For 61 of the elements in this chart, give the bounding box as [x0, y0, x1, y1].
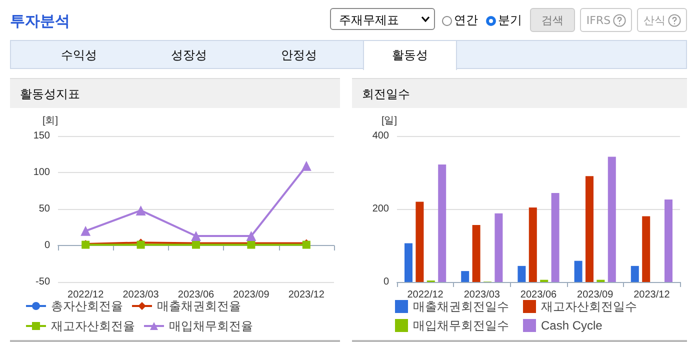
y-tick-label: 50 — [38, 204, 50, 214]
legend-label: 매출채권회전율 — [157, 299, 241, 313]
legend-label: 재고자산회전율 — [51, 319, 135, 333]
text: 산식 — [644, 12, 666, 28]
text: 분기 — [498, 12, 522, 29]
x-tick-label: 2023/12 — [288, 290, 325, 300]
y-tick-label: 0 — [44, 240, 50, 251]
text: 검색 — [530, 8, 575, 32]
legend-label: 재고자산회전일수 — [541, 300, 637, 314]
x-tick-label: 2023/12 — [634, 290, 670, 300]
point — [80, 226, 91, 236]
bar — [574, 260, 582, 282]
y-tick-label: 400 — [372, 130, 390, 142]
text: 수익성 — [60, 47, 98, 64]
bar — [518, 266, 526, 282]
x-tick-label: 2022/12 — [407, 290, 444, 300]
y-tick-label: 100 — [33, 167, 50, 178]
legend-label: 매출채권회전일수 — [413, 300, 509, 314]
text: 활동성 — [363, 40, 457, 70]
y-axis-title: [일] — [381, 116, 398, 126]
text: 안정성 — [280, 47, 318, 64]
chart-title: 활동성지표 — [10, 78, 340, 108]
legend-label: 매입채무회전일수 — [413, 318, 509, 332]
chart-title: 회전일수 — [352, 78, 687, 108]
x-tick-label: 2023/06 — [520, 290, 558, 300]
x-tick-label: 2022/12 — [68, 290, 104, 300]
bar — [404, 243, 412, 282]
bar — [438, 164, 446, 282]
x-tick-label: 2023/06 — [178, 290, 215, 300]
text: 연간 — [454, 12, 478, 29]
x-tick-label: 2023/03 — [122, 290, 160, 300]
legend-label: 총자산회전율 — [51, 299, 123, 313]
bar — [586, 176, 594, 282]
point — [246, 231, 256, 242]
point — [136, 205, 146, 216]
y-tick-label: -50 — [36, 276, 50, 288]
legend-label: 매입채무회전율 — [169, 319, 253, 333]
x-tick-label: 2023/09 — [233, 290, 270, 300]
point — [301, 160, 312, 171]
bar — [630, 266, 639, 282]
bar — [472, 225, 480, 282]
dropdown-field: 주재무제표 — [330, 8, 435, 30]
y-axis-title: [회] — [42, 116, 58, 126]
bar — [608, 156, 616, 282]
y-tick-label: 0 — [383, 276, 390, 288]
text: IFRS — [586, 14, 611, 26]
bar — [494, 213, 503, 282]
point — [191, 231, 201, 242]
bar — [642, 216, 650, 282]
bar — [664, 200, 672, 282]
bar — [416, 202, 424, 282]
bar — [461, 271, 470, 282]
x-tick-label: 2023/09 — [577, 290, 614, 300]
text: 성장성 — [170, 47, 208, 64]
legend-label: Cash Cycle — [541, 318, 603, 332]
bar — [551, 192, 560, 282]
text: 투자분석 — [10, 12, 70, 31]
y-tick-label: 200 — [372, 204, 390, 214]
bar — [528, 208, 537, 282]
y-tick-label: 150 — [33, 130, 50, 142]
x-tick-label: 2023/03 — [464, 290, 500, 300]
